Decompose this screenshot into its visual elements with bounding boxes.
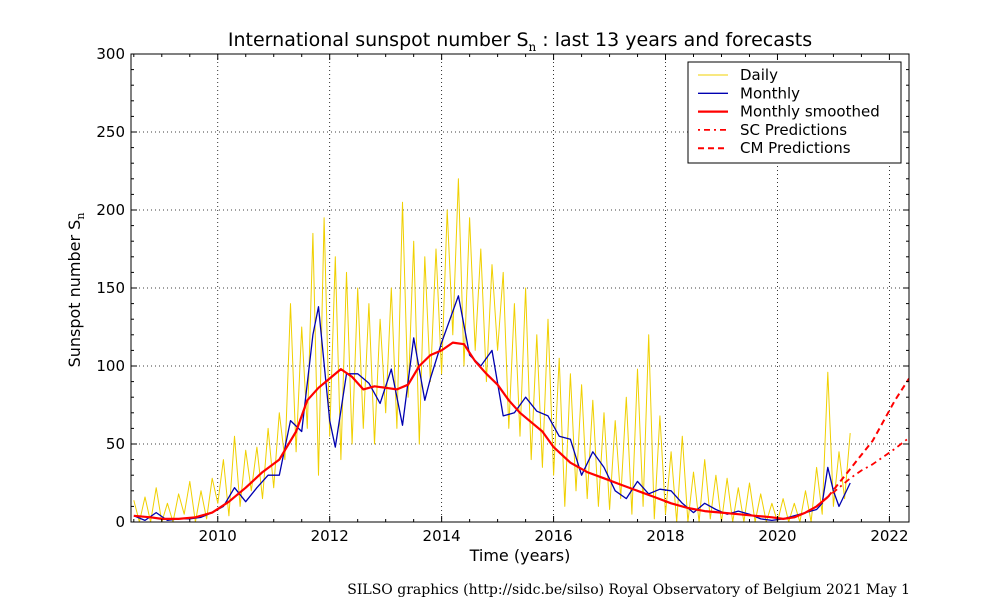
- x-tick-label-3: 2016: [534, 527, 572, 545]
- legend-label-monthly: Monthly: [740, 84, 800, 102]
- x-tick-label-6: 2022: [870, 527, 908, 545]
- y-tick-label-6: 300: [96, 45, 125, 63]
- y-axis-label-main: Sunspot number S: [65, 220, 84, 368]
- legend-label-daily: Daily: [740, 66, 778, 84]
- x-tick-label-1: 2012: [311, 527, 349, 545]
- x-axis-label: Time (years): [469, 546, 571, 565]
- series-monthly-line: [133, 295, 851, 522]
- series-monthly-smoothed-line: [133, 341, 829, 520]
- legend-label-monthly-smoothed: Monthly smoothed: [740, 103, 880, 121]
- y-tick-label-1: 50: [106, 435, 125, 453]
- series-sc-predictions-line: [827, 437, 909, 498]
- x-tick-label-5: 2020: [758, 527, 796, 545]
- chart-title-subscript: n: [529, 40, 537, 54]
- x-tick-label-2: 2014: [423, 527, 461, 545]
- legend-label-cm-predictions: CM Predictions: [740, 139, 851, 157]
- credit-text: SILSO graphics (http://sidc.be/silso) Ro…: [347, 582, 910, 598]
- series-daily-line: [133, 178, 851, 522]
- x-tick-label-0: 2010: [199, 527, 237, 545]
- y-tick-label-3: 150: [96, 279, 125, 297]
- axis-ticks: 2010 2012 2014 2016 2018 2020 2022 0 50 100 150 200…: [96, 45, 909, 545]
- chart-title-main: International sunspot number S: [228, 29, 529, 51]
- legend-label-sc-predictions: SC Predictions: [740, 121, 847, 139]
- chart-title: International sunspot number Sn : last 1…: [228, 29, 812, 54]
- y-tick-label-0: 0: [115, 513, 125, 531]
- x-tick-label-4: 2018: [646, 527, 684, 545]
- series-layer: [133, 178, 909, 522]
- chart-title-rest: : last 13 years and forecasts: [536, 29, 812, 51]
- y-tick-label-5: 250: [96, 123, 125, 141]
- y-tick-label-4: 200: [96, 201, 125, 219]
- y-tick-label-2: 100: [96, 357, 125, 375]
- y-axis-label-subscript: n: [74, 213, 87, 220]
- y-axis-label: Sunspot number Sn: [65, 213, 87, 368]
- series-cm-predictions-line: [827, 377, 909, 498]
